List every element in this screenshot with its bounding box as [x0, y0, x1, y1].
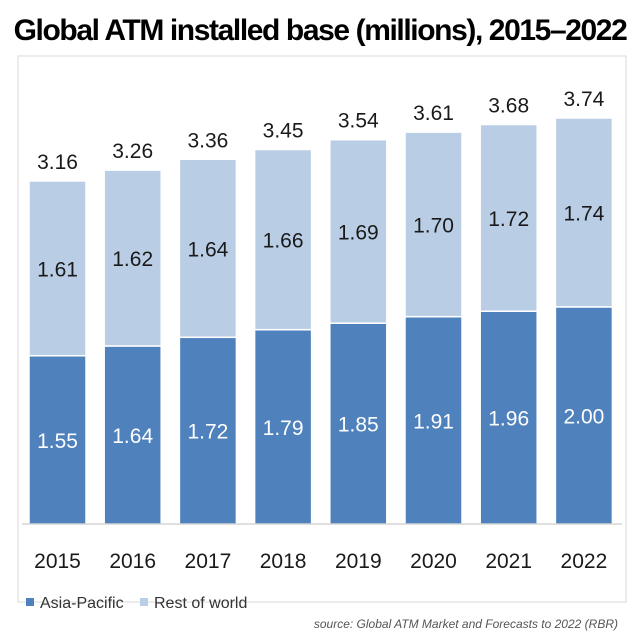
x-tick-2017: 2017 [185, 550, 232, 573]
total-label-2017: 3.36 [187, 129, 228, 152]
data-label-rest-of-world-2018: 1.66 [263, 230, 304, 253]
legend-label-asia-pacific: Asia-Pacific [40, 595, 124, 612]
data-label-asia-pacific-2016: 1.64 [112, 425, 153, 448]
data-label-rest-of-world-2020: 1.70 [413, 214, 454, 237]
total-label-2016: 3.26 [112, 140, 153, 163]
data-label-asia-pacific-2018: 1.79 [263, 417, 304, 440]
data-label-rest-of-world-2019: 1.69 [338, 221, 379, 244]
legend-swatch-rest-of-world [140, 598, 148, 606]
total-label-2022: 3.74 [563, 88, 604, 111]
total-label-2021: 3.68 [488, 95, 529, 118]
source-note: source: Global ATM Market and Forecasts … [313, 617, 618, 631]
data-label-rest-of-world-2022: 1.74 [563, 202, 604, 225]
total-label-2015: 3.16 [37, 151, 78, 174]
x-tick-2016: 2016 [109, 550, 156, 573]
bar-asia-pacific-2022 [554, 306, 614, 525]
bar-rest-of-world-2022 [554, 117, 614, 308]
bar-rest-of-world-2020 [404, 131, 463, 318]
chart-title: Global ATM installed base (millions), 20… [13, 14, 628, 47]
data-label-asia-pacific-2017: 1.72 [187, 421, 228, 444]
data-label-asia-pacific-2020: 1.91 [413, 410, 454, 433]
legend: Asia-Pacific Rest of world [26, 595, 247, 612]
data-label-rest-of-world-2017: 1.64 [187, 238, 228, 261]
bar-rest-of-world-2018 [253, 148, 313, 331]
bars-layer [28, 117, 614, 525]
data-label-asia-pacific-2015: 1.55 [37, 430, 78, 453]
legend-label-rest-of-world: Rest of world [154, 595, 247, 612]
data-label-asia-pacific-2019: 1.85 [338, 414, 379, 437]
x-tick-2019: 2019 [335, 550, 382, 573]
data-label-rest-of-world-2016: 1.62 [112, 248, 153, 271]
bar-rest-of-world-2017 [178, 158, 238, 339]
bar-rest-of-world-2021 [479, 123, 538, 312]
data-label-asia-pacific-2022: 2.00 [563, 405, 604, 428]
data-label-rest-of-world-2015: 1.61 [37, 258, 78, 281]
bar-asia-pacific-2021 [479, 310, 538, 525]
total-label-2020: 3.61 [413, 102, 454, 125]
data-label-asia-pacific-2021: 1.96 [488, 408, 529, 431]
bar-asia-pacific-2018 [253, 328, 313, 525]
legend-swatch-asia-pacific [26, 598, 34, 606]
bar-rest-of-world-2016 [103, 169, 162, 347]
bar-rest-of-world-2015 [28, 180, 87, 357]
total-label-2018: 3.45 [263, 119, 304, 142]
bar-rest-of-world-2019 [329, 138, 388, 324]
total-label-2019: 3.54 [338, 110, 379, 133]
x-tick-2018: 2018 [260, 550, 307, 573]
data-label-rest-of-world-2021: 1.72 [488, 208, 529, 231]
bar-asia-pacific-2020 [404, 315, 463, 525]
x-tick-2021: 2021 [485, 550, 532, 573]
labels-layer: 1.55 1.61 3.16 1.64 1.62 3.26 1.72 1.64 3.36 1.79… [37, 88, 605, 453]
x-tick-2020: 2020 [410, 550, 457, 573]
x-tick-2022: 2022 [561, 550, 608, 573]
x-tick-labels: 2015 2016 2017 2018 2019 2020 2021 2022 [34, 550, 607, 573]
x-tick-2015: 2015 [34, 550, 81, 573]
